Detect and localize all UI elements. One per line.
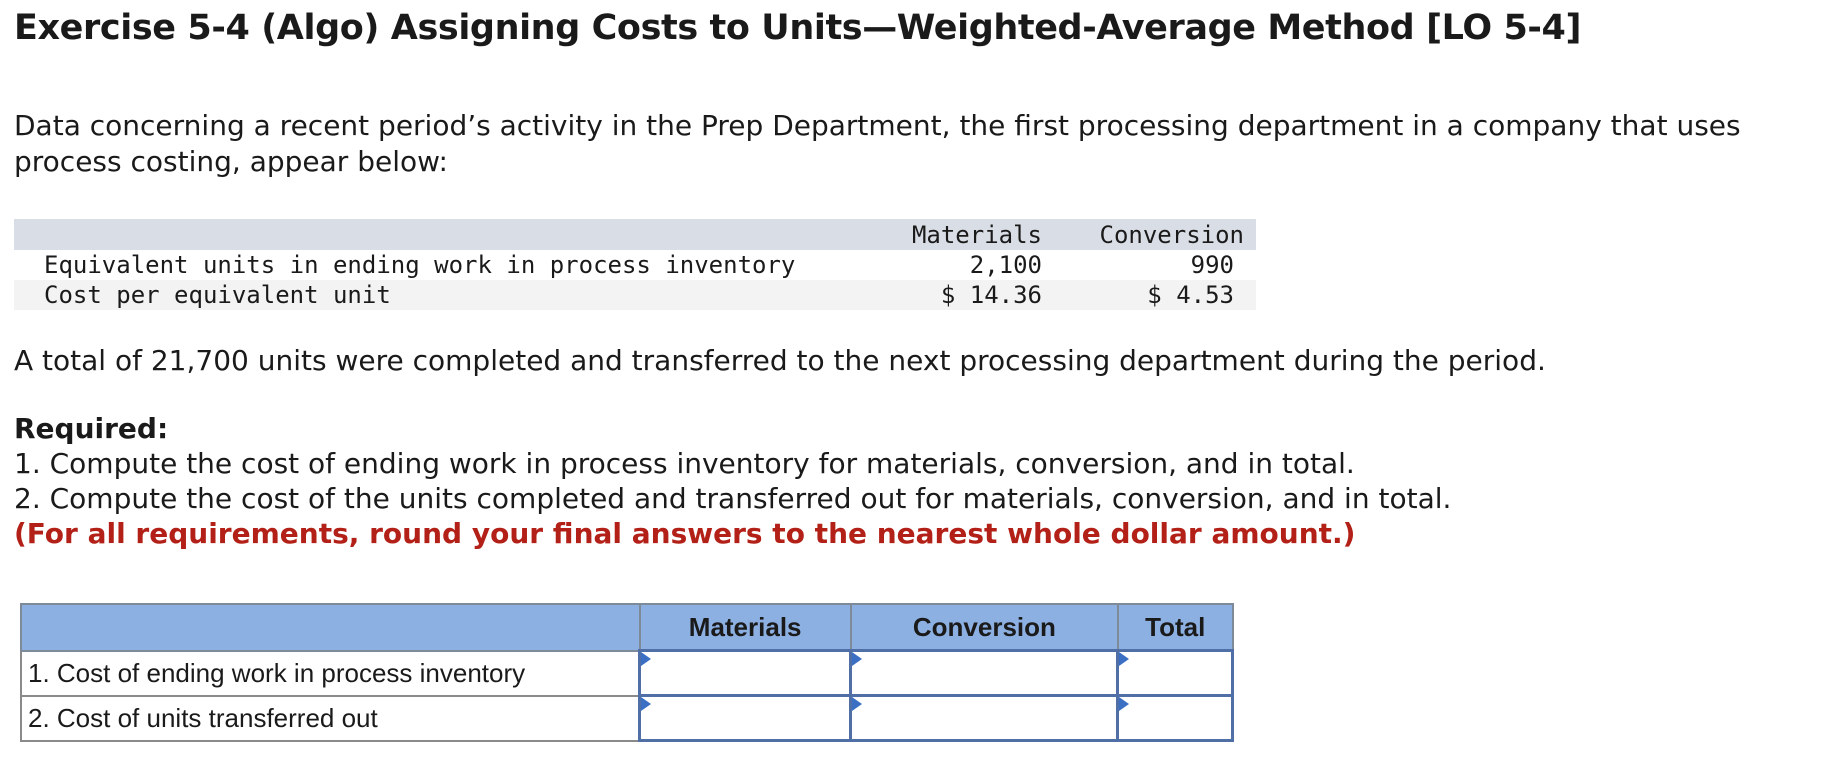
intro-paragraph: Data concerning a recent period’s activi… (14, 109, 1741, 178)
transferred-out-conversion-input[interactable] (852, 697, 1117, 739)
answer-row-label: 2. Cost of units transferred out (20, 694, 641, 742)
transferred-out-materials-input[interactable] (641, 697, 850, 739)
given-data-header-blank (14, 219, 862, 250)
given-data-materials-value: $ 14.36 (862, 280, 1054, 310)
given-data-row-label: Cost per equivalent unit (14, 280, 862, 310)
given-data-row-label: Equivalent units in ending work in proce… (44, 251, 796, 279)
answer-table: Materials Conversion Total 1. Cost of en… (20, 603, 1234, 742)
given-data-table: Materials Conversion Equivalent units in… (14, 219, 1256, 310)
answer-header-row: Materials Conversion Total (20, 603, 1234, 652)
answer-cell-conversion (849, 694, 1120, 742)
given-data-conversion-value: $ 4.53 (1054, 280, 1256, 310)
given-data-header-row: Materials Conversion (14, 219, 1256, 250)
required-section: Required: 1. Compute the cost of ending … (14, 411, 1814, 551)
answer-row-label: 1. Cost of ending work in process invent… (20, 649, 641, 697)
answer-header-materials: Materials (638, 603, 852, 652)
answer-cell-materials (637, 649, 853, 697)
answer-header-blank (20, 603, 641, 652)
transferred-out-total-input[interactable] (1119, 697, 1231, 739)
answer-cell-total (1116, 649, 1234, 697)
answer-header-total: Total (1116, 603, 1234, 652)
ending-wip-conversion-input[interactable] (852, 652, 1117, 694)
answer-row-transferred-out: 2. Cost of units transferred out (20, 694, 1234, 742)
units-completed-note: A total of 21,700 units were completed a… (14, 344, 1546, 377)
ending-wip-materials-input[interactable] (641, 652, 850, 694)
given-data-row: Cost per equivalent unit $ 14.36 $ 4.53 (14, 280, 1256, 310)
answer-cell-conversion (849, 649, 1120, 697)
answer-cell-materials (637, 694, 853, 742)
given-data-header-conversion: Conversion (1054, 219, 1256, 250)
given-data-materials-value: 2,100 (969, 251, 1042, 279)
rounding-instruction: (For all requirements, round your final … (14, 517, 1356, 550)
answer-row-ending-wip: 1. Cost of ending work in process invent… (20, 649, 1234, 697)
required-item-1: 1. Compute the cost of ending work in pr… (14, 447, 1355, 480)
exercise-title: Exercise 5-4 (Algo) Assigning Costs to U… (14, 8, 1582, 48)
ending-wip-total-input[interactable] (1119, 652, 1231, 694)
given-data-header-materials: Materials (862, 219, 1054, 250)
given-data-conversion-value: 990 (1190, 251, 1234, 279)
answer-cell-total (1116, 694, 1234, 742)
answer-header-conversion: Conversion (849, 603, 1119, 652)
given-data-row: Equivalent units in ending work in proce… (14, 250, 1256, 280)
required-item-2: 2. Compute the cost of the units complet… (14, 482, 1452, 515)
required-heading: Required: (14, 412, 169, 445)
